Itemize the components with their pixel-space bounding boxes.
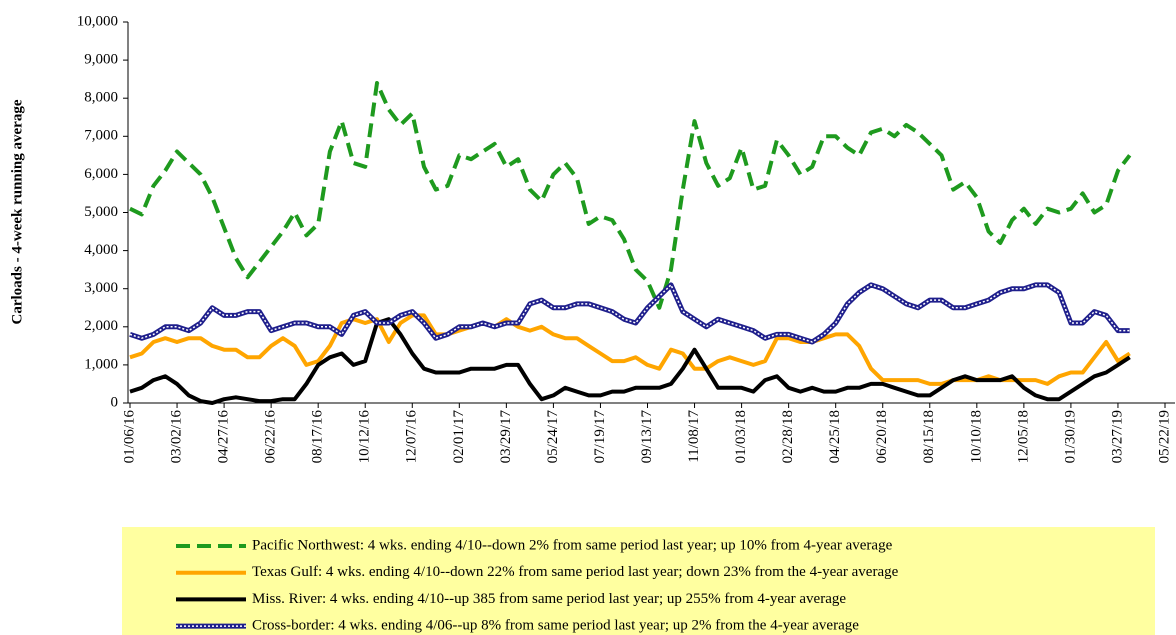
x-tick-label: 02/01/17	[451, 410, 467, 464]
series-line	[129, 313, 1131, 386]
x-tick-label: 10/12/16	[357, 410, 373, 464]
legend-label: Miss. River: 4 wks. ending 4/10--up 385 …	[252, 591, 846, 607]
legend-label: Cross-border: 4 wks. ending 4/06--up 8% …	[252, 618, 859, 634]
x-tick-label: 12/05/18	[1015, 410, 1031, 463]
line-pattern	[129, 284, 1130, 343]
legend-box	[122, 527, 1155, 635]
y-tick-label: 4,000	[84, 242, 118, 258]
x-tick-label: 12/07/16	[404, 410, 420, 464]
x-tick-label: 01/30/19	[1062, 410, 1078, 463]
y-tick-label: 6,000	[84, 166, 118, 182]
x-tick-label: 06/22/16	[263, 410, 279, 464]
x-tick-label: 07/19/17	[592, 410, 608, 464]
x-tick-label: 09/13/17	[639, 410, 655, 464]
series-line	[129, 282, 1130, 345]
x-tick-label: 04/25/18	[827, 410, 843, 463]
y-tick-label: 7,000	[84, 128, 118, 144]
x-tick-label: 03/02/16	[168, 410, 184, 464]
x-tick-label: 03/27/19	[1109, 410, 1125, 463]
legend-label: Pacific Northwest: 4 wks. ending 4/10--d…	[252, 537, 893, 553]
y-tick-label: 9,000	[84, 52, 118, 68]
y-axis-title: Carloads - 4-week running average	[9, 99, 25, 324]
x-tick-label: 02/28/18	[780, 410, 796, 463]
x-tick-label: 01/06/16	[121, 410, 137, 464]
y-tick-label: 8,000	[84, 90, 118, 106]
y-tick-label: 2,000	[84, 318, 118, 334]
x-tick-label: 08/15/18	[921, 410, 937, 463]
x-tick-label: 06/20/18	[874, 410, 890, 463]
x-tick-label: 03/29/17	[498, 410, 514, 464]
x-tick-label: 10/10/18	[968, 410, 984, 463]
x-tick-label: 11/08/17	[686, 410, 702, 463]
x-tick-label: 01/03/18	[733, 410, 749, 463]
y-tick-label: 3,000	[84, 280, 118, 296]
x-tick-label: 05/24/17	[545, 410, 561, 464]
y-tick-label: 1,000	[84, 356, 118, 372]
x-tick-label: 08/17/16	[310, 410, 326, 464]
series-line	[129, 317, 1131, 405]
series-line	[129, 81, 1132, 310]
y-tick-label: 10,000	[77, 13, 118, 29]
x-tick-label: 04/27/16	[216, 410, 232, 464]
legend-label: Texas Gulf: 4 wks. ending 4/10--down 22%…	[252, 564, 899, 580]
x-tick-label: 05/22/19	[1156, 410, 1172, 463]
y-tick-label: 0	[111, 394, 119, 410]
y-tick-label: 5,000	[84, 204, 118, 220]
